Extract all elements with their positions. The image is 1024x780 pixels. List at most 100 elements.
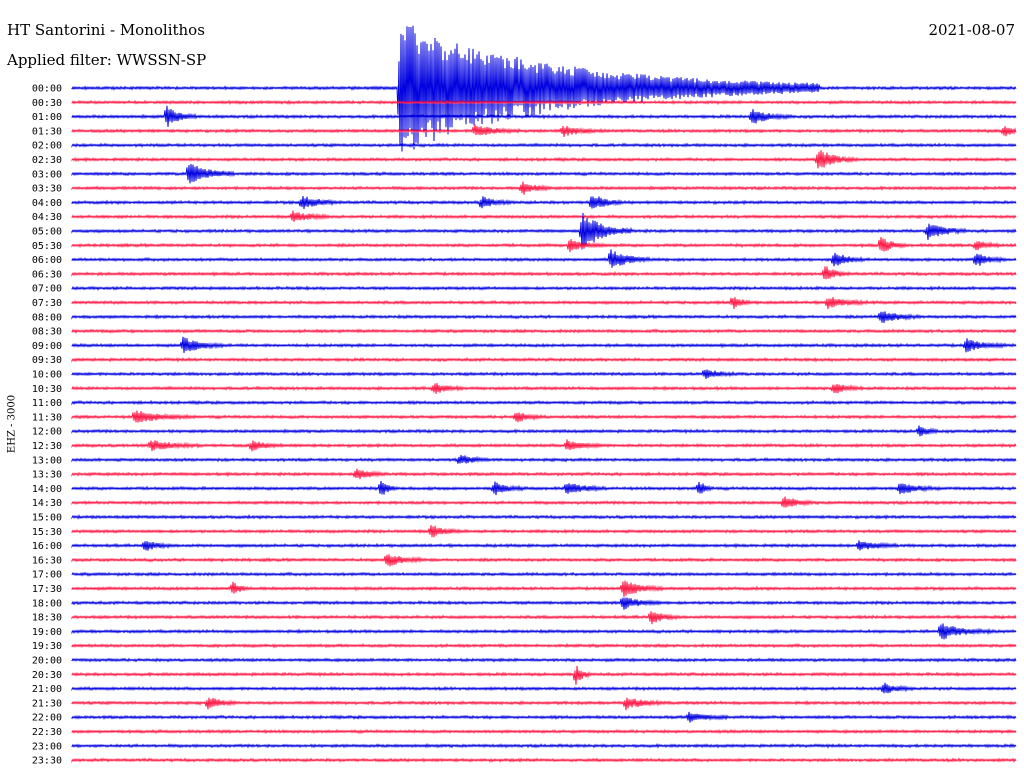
row-label-1030: 10:30 bbox=[32, 384, 62, 395]
trace-row-0830 bbox=[71, 328, 1017, 334]
row-label-0600: 06:00 bbox=[32, 255, 62, 266]
trace-row-1030 bbox=[71, 383, 1017, 394]
row-label-0430: 04:30 bbox=[32, 212, 62, 223]
trace-row-1600 bbox=[71, 540, 1017, 551]
row-tick-labels: 00:00 00:30 01:00 01:30 02:00 02:30 03:00 03:30… bbox=[32, 84, 62, 767]
row-label-1930: 19:30 bbox=[32, 641, 62, 652]
filter-value: WWSSN-SP bbox=[116, 51, 207, 69]
trace-row-1700 bbox=[71, 571, 1017, 577]
row-label-1300: 13:00 bbox=[32, 455, 62, 466]
trace-row-1500 bbox=[71, 514, 1017, 520]
trace-row-0730 bbox=[71, 297, 1017, 310]
row-label-0200: 02:00 bbox=[32, 141, 62, 152]
row-label-0930: 09:30 bbox=[32, 355, 62, 366]
trace-row-0230 bbox=[71, 150, 1017, 169]
row-label-1700: 17:00 bbox=[32, 570, 62, 581]
date-label: 2021-08-07 bbox=[928, 21, 1015, 39]
trace-row-2200 bbox=[71, 711, 1017, 723]
trace-row-1430 bbox=[71, 496, 1017, 508]
trace-row-0800 bbox=[71, 311, 1017, 324]
row-label-0530: 05:30 bbox=[32, 241, 62, 252]
row-label-0400: 04:00 bbox=[32, 198, 62, 209]
station-title: HT Santorini - Monolithos bbox=[7, 21, 205, 39]
trace-row-1900 bbox=[71, 623, 1017, 640]
row-label-0030: 00:30 bbox=[32, 98, 62, 109]
row-label-0500: 05:00 bbox=[32, 227, 62, 238]
trace-row-0400 bbox=[71, 196, 1017, 210]
trace-row-0330 bbox=[71, 181, 1017, 195]
trace-row-0430 bbox=[71, 210, 1017, 222]
trace-row-1530 bbox=[71, 525, 1017, 538]
row-label-1500: 15:00 bbox=[32, 513, 62, 524]
trace-row-1200 bbox=[71, 425, 1017, 437]
trace-row-0630 bbox=[71, 266, 1017, 280]
trace-row-2230 bbox=[71, 728, 1017, 735]
trace-row-1400 bbox=[71, 480, 1017, 496]
trace-lines bbox=[71, 25, 1017, 764]
row-label-1600: 16:00 bbox=[32, 541, 62, 552]
row-label-2200: 22:00 bbox=[32, 713, 62, 724]
row-label-1900: 19:00 bbox=[32, 627, 62, 638]
row-label-1000: 10:00 bbox=[32, 370, 62, 381]
trace-row-1000 bbox=[71, 369, 1017, 379]
row-label-1830: 18:30 bbox=[32, 613, 62, 624]
row-label-0800: 08:00 bbox=[32, 312, 62, 323]
trace-row-0100 bbox=[71, 105, 1017, 127]
row-label-2330: 23:30 bbox=[32, 756, 62, 767]
row-label-0700: 07:00 bbox=[32, 284, 62, 295]
row-label-1100: 11:00 bbox=[32, 398, 62, 409]
row-label-0130: 01:30 bbox=[32, 126, 62, 137]
trace-row-0000 bbox=[71, 25, 1017, 152]
row-label-2230: 22:30 bbox=[32, 727, 62, 738]
trace-row-1100 bbox=[71, 399, 1017, 406]
trace-row-0130 bbox=[71, 124, 1017, 137]
trace-row-1330 bbox=[71, 468, 1017, 480]
trace-row-0030 bbox=[71, 99, 1017, 106]
trace-row-1130 bbox=[71, 410, 1017, 423]
trace-row-0500 bbox=[71, 212, 1017, 250]
trace-row-1730 bbox=[71, 580, 1017, 598]
row-label-0330: 03:30 bbox=[32, 184, 62, 195]
row-label-1230: 12:30 bbox=[32, 441, 62, 452]
row-label-2030: 20:30 bbox=[32, 670, 62, 681]
row-label-1730: 17:30 bbox=[32, 584, 62, 595]
row-label-2130: 21:30 bbox=[32, 698, 62, 709]
row-label-1630: 16:30 bbox=[32, 555, 62, 566]
trace-row-2130 bbox=[71, 697, 1017, 711]
row-label-0100: 01:00 bbox=[32, 112, 62, 123]
row-label-1400: 14:00 bbox=[32, 484, 62, 495]
row-label-1800: 18:00 bbox=[32, 598, 62, 609]
row-label-0300: 03:00 bbox=[32, 169, 62, 180]
trace-row-0300 bbox=[71, 163, 1017, 184]
trace-row-1830 bbox=[71, 611, 1017, 625]
trace-row-1230 bbox=[71, 439, 1017, 452]
row-label-2300: 23:00 bbox=[32, 741, 62, 752]
filter-label: Applied filter: bbox=[7, 51, 112, 69]
row-label-1530: 15:30 bbox=[32, 527, 62, 538]
row-label-2000: 20:00 bbox=[32, 656, 62, 667]
row-label-0900: 09:00 bbox=[32, 341, 62, 352]
trace-row-1300 bbox=[71, 455, 1017, 464]
trace-row-1930 bbox=[71, 642, 1017, 649]
trace-row-2330 bbox=[71, 757, 1017, 764]
row-label-2100: 21:00 bbox=[32, 684, 62, 695]
trace-row-2100 bbox=[71, 682, 1017, 694]
filter-line: Applied filter: WWSSN-SP bbox=[7, 51, 206, 69]
trace-row-0600 bbox=[71, 249, 1017, 268]
trace-row-2000 bbox=[71, 657, 1017, 663]
trace-row-1630 bbox=[71, 554, 1017, 567]
row-label-0230: 02:30 bbox=[32, 155, 62, 166]
trace-row-0900 bbox=[71, 336, 1017, 354]
row-label-1200: 12:00 bbox=[32, 427, 62, 438]
row-label-1430: 14:30 bbox=[32, 498, 62, 509]
trace-row-0200 bbox=[71, 142, 1017, 149]
row-label-0730: 07:30 bbox=[32, 298, 62, 309]
row-label-1330: 13:30 bbox=[32, 470, 62, 481]
trace-row-2300 bbox=[71, 742, 1017, 749]
trace-row-2030 bbox=[71, 665, 1017, 685]
row-label-0830: 08:30 bbox=[32, 327, 62, 338]
trace-row-1800 bbox=[71, 597, 1017, 610]
row-label-0630: 06:30 bbox=[32, 269, 62, 280]
trace-row-0530 bbox=[71, 236, 1017, 253]
